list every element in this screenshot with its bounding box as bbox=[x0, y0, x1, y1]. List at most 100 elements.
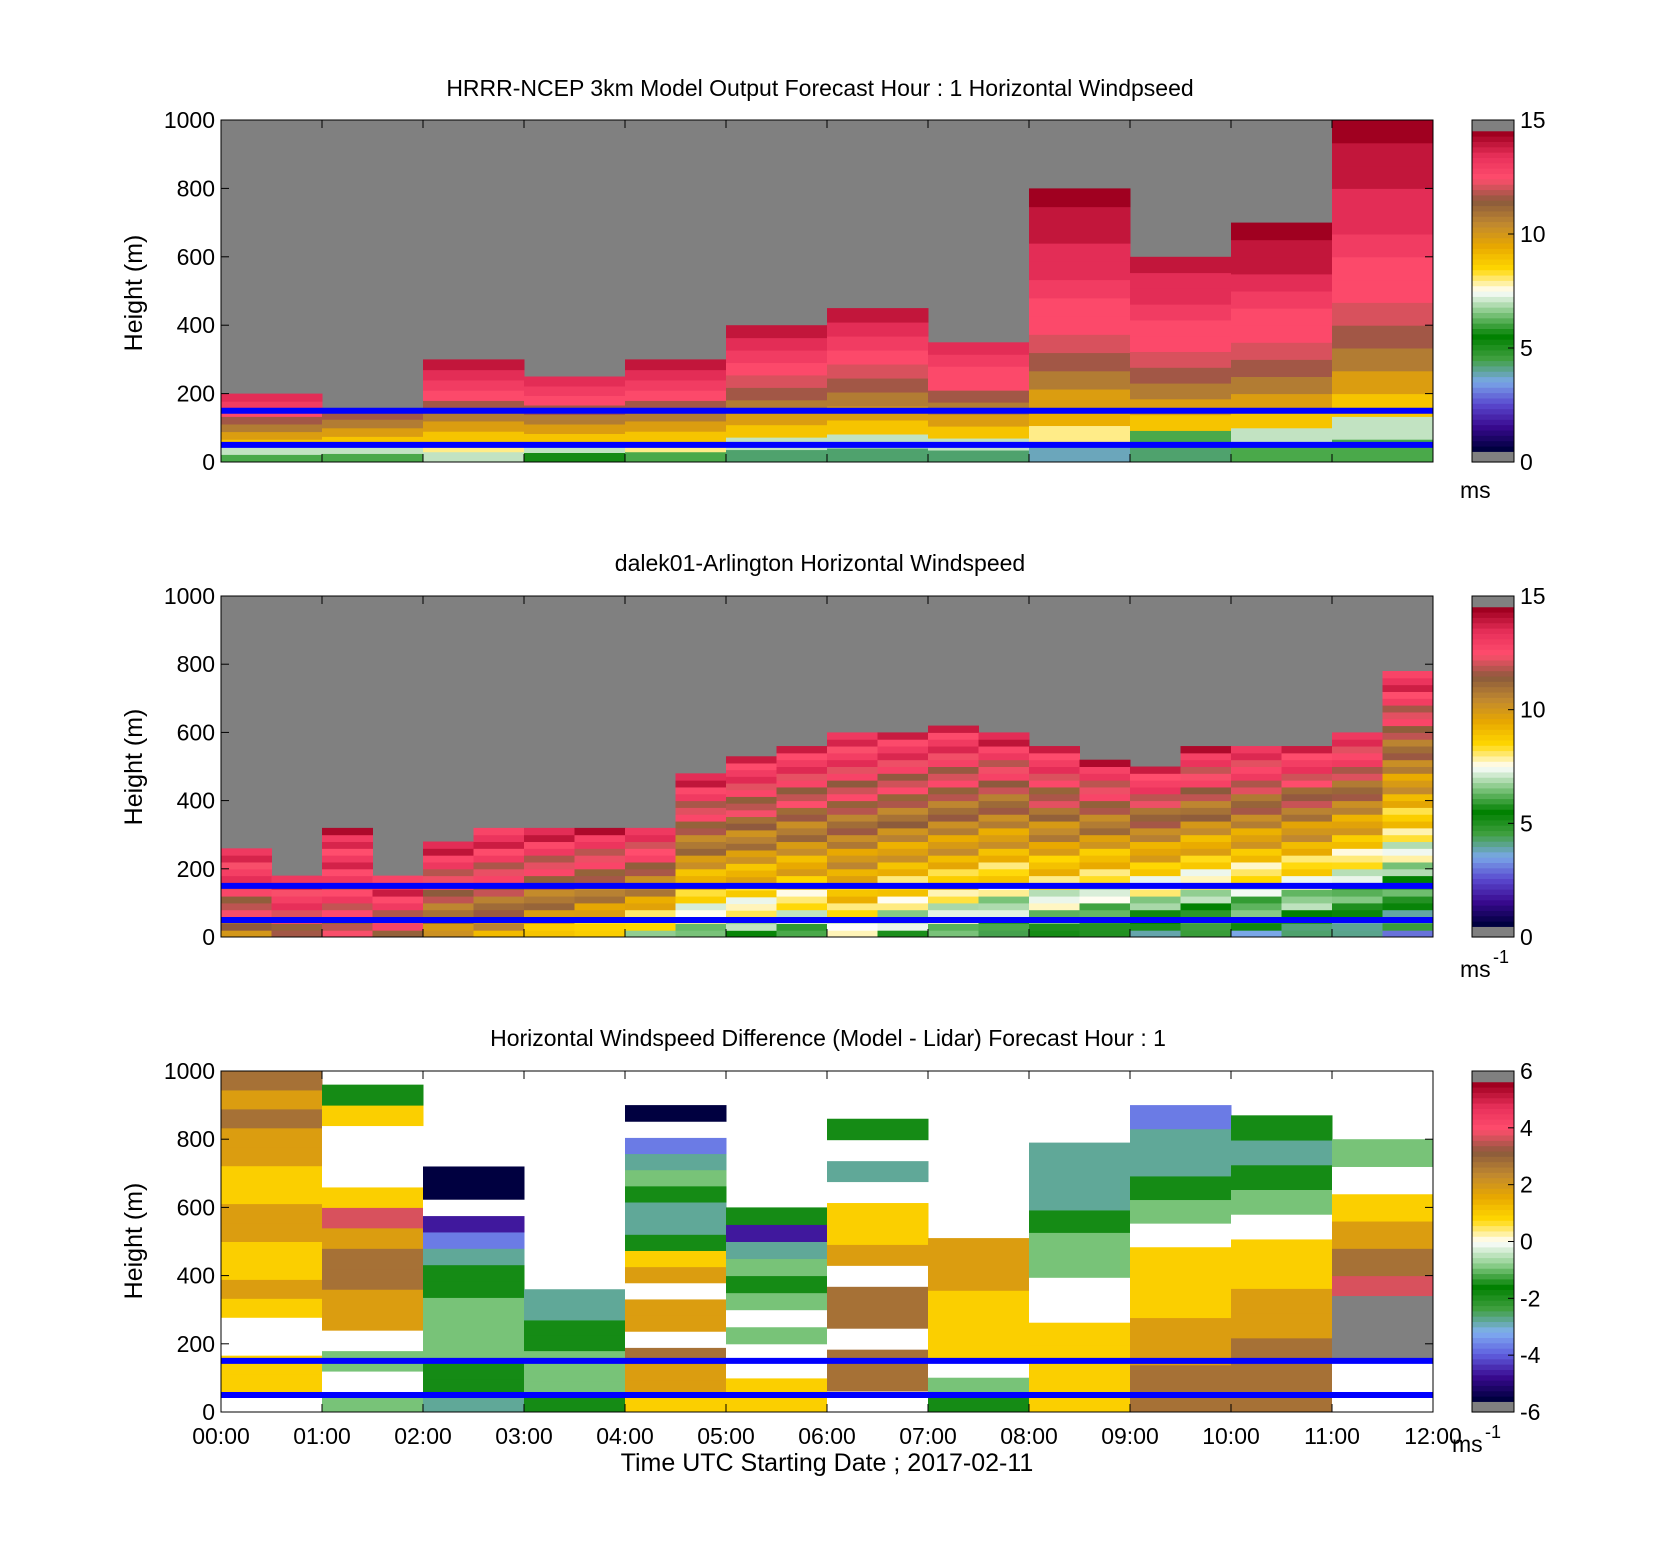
heatmap-cell bbox=[221, 1279, 323, 1299]
x-tick-label: 11:00 bbox=[1304, 1423, 1360, 1449]
heatmap-cell bbox=[574, 909, 626, 918]
heatmap-cell bbox=[524, 452, 626, 463]
heatmap-cell bbox=[827, 793, 878, 802]
heatmap-cell bbox=[1332, 752, 1383, 761]
heatmap-cell bbox=[1231, 1115, 1333, 1141]
heatmap-cell bbox=[726, 756, 777, 764]
heatmap-cell bbox=[1130, 848, 1181, 856]
colorbar-swatch bbox=[1472, 397, 1514, 404]
heatmap-cell bbox=[1332, 1193, 1434, 1222]
heatmap-cell bbox=[1180, 814, 1232, 822]
heatmap-cell bbox=[1130, 256, 1232, 274]
heatmap-cell bbox=[473, 889, 525, 897]
colorbar-swatch bbox=[1472, 1390, 1514, 1397]
colorbar-swatch bbox=[1472, 146, 1514, 153]
heatmap-cell bbox=[221, 1203, 323, 1224]
colorbar-swatch bbox=[1472, 152, 1514, 159]
heatmap-cell bbox=[1029, 316, 1131, 335]
heatmap-cell bbox=[423, 400, 525, 412]
colorbar-swatch bbox=[1472, 1262, 1514, 1269]
colorbar-swatch bbox=[1472, 745, 1514, 752]
y-tick-label: 0 bbox=[202, 924, 215, 950]
colorbar-swatch bbox=[1472, 1257, 1514, 1264]
heatmap-cell bbox=[524, 433, 626, 444]
heatmap-cell bbox=[877, 875, 929, 883]
heatmap-cell bbox=[625, 390, 727, 401]
colorbar-frame bbox=[1471, 595, 1515, 938]
heatmap-cell bbox=[1231, 841, 1282, 849]
panel-windspeed-difference: Horizontal Windspeed Difference (Model -… bbox=[120, 1025, 1541, 1457]
heatmap-cell bbox=[1231, 875, 1282, 883]
heatmap-cell bbox=[1029, 1367, 1131, 1391]
heatmap-cell bbox=[625, 1395, 727, 1413]
colorbar-swatch bbox=[1472, 221, 1514, 228]
heatmap-cell bbox=[928, 366, 1030, 379]
heatmap-cell bbox=[322, 889, 373, 897]
heatmap-cell bbox=[776, 780, 828, 788]
heatmap-cell bbox=[827, 800, 878, 808]
heatmap-cell bbox=[524, 875, 575, 883]
heatmap-cell bbox=[1079, 807, 1131, 815]
heatmap-cell bbox=[271, 923, 323, 931]
heatmap-cell bbox=[473, 848, 525, 856]
heatmap-cell bbox=[1231, 909, 1282, 918]
heatmap-cell bbox=[776, 786, 828, 795]
colorbar-swatch bbox=[1472, 889, 1514, 895]
colorbar-swatch bbox=[1472, 798, 1514, 805]
heatmap-cell bbox=[1029, 827, 1080, 836]
heatmap-cell bbox=[776, 875, 828, 883]
colorbar-swatch bbox=[1472, 253, 1514, 260]
heatmap-cell bbox=[423, 410, 525, 422]
heatmap-cell bbox=[1332, 896, 1383, 904]
heatmap-cell bbox=[1029, 746, 1080, 754]
heatmap-cell bbox=[1281, 752, 1333, 761]
heatmap-cell bbox=[877, 780, 929, 788]
heatmap-cell bbox=[978, 739, 1030, 747]
heatmap-cell bbox=[1180, 759, 1232, 767]
heatmap-cell bbox=[675, 841, 727, 849]
heatmap-cell bbox=[726, 1207, 828, 1225]
colorbar-swatch bbox=[1472, 296, 1514, 303]
heatmap-cell bbox=[221, 431, 323, 440]
heatmap-cell bbox=[625, 1363, 727, 1381]
heatmap-cell bbox=[1079, 766, 1131, 774]
heatmap-cell bbox=[726, 923, 777, 931]
heatmap-cell bbox=[827, 448, 929, 463]
heatmap-cell bbox=[928, 450, 1030, 463]
heatmap-cell bbox=[877, 814, 929, 822]
heatmap-cell bbox=[1029, 334, 1131, 354]
heatmap-cell bbox=[1029, 243, 1131, 262]
heatmap-cell bbox=[625, 1234, 727, 1251]
colorbar-swatch bbox=[1472, 392, 1514, 399]
heatmap-cell bbox=[928, 746, 979, 754]
heatmap-cell bbox=[625, 451, 727, 463]
heatmap-cell bbox=[574, 827, 626, 836]
heatmap-cell bbox=[423, 923, 474, 931]
heatmap-cell bbox=[928, 807, 979, 815]
heatmap-cell bbox=[1079, 759, 1131, 767]
heatmap-cell bbox=[675, 821, 727, 829]
heatmap-cell bbox=[1180, 746, 1232, 754]
colorbar-swatch bbox=[1472, 1134, 1514, 1141]
heatmap-cell bbox=[423, 451, 525, 463]
colorbar-swatch bbox=[1472, 1209, 1514, 1216]
heatmap-cell bbox=[978, 780, 1030, 788]
heatmap-cell bbox=[978, 814, 1030, 822]
heatmap-cell bbox=[827, 827, 878, 836]
colorbar-swatch bbox=[1472, 1177, 1514, 1184]
heatmap-cell bbox=[423, 369, 525, 381]
heatmap-cell bbox=[1029, 1142, 1131, 1166]
heatmap-cell bbox=[524, 848, 575, 856]
colorbar-swatch bbox=[1472, 226, 1514, 233]
colorbar-swatch bbox=[1472, 157, 1514, 164]
heatmap-cell bbox=[1079, 896, 1131, 904]
heatmap-cell bbox=[423, 868, 474, 877]
heatmap-cell bbox=[726, 1258, 828, 1277]
heatmap-cell bbox=[1382, 793, 1434, 802]
colorbar-swatch bbox=[1472, 1092, 1514, 1099]
heatmap-cell bbox=[1180, 821, 1232, 829]
heatmap-cell bbox=[372, 875, 424, 883]
reference-height-lines bbox=[221, 407, 1433, 448]
heatmap-cell bbox=[1281, 902, 1333, 911]
heatmap-cell bbox=[1382, 807, 1434, 815]
